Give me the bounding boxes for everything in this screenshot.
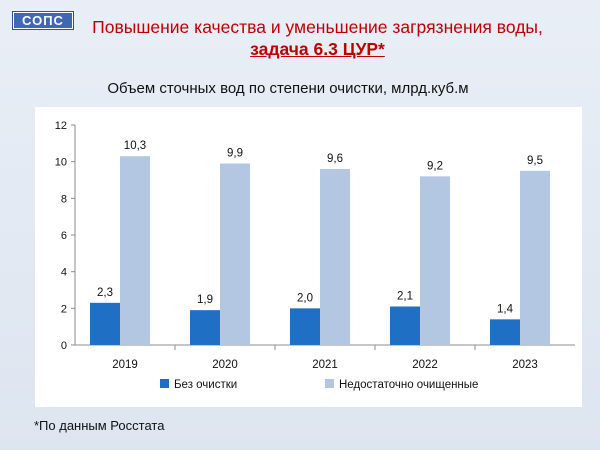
y-tick-label: 10 bbox=[55, 157, 67, 169]
x-tick-label: 2023 bbox=[512, 359, 538, 371]
bar-untreated bbox=[190, 310, 220, 345]
data-label: 1,4 bbox=[497, 303, 514, 315]
bar-untreated bbox=[90, 302, 120, 345]
x-tick-label: 2021 bbox=[312, 359, 338, 371]
data-label: 9,9 bbox=[227, 148, 243, 160]
legend-label: Без очистки bbox=[174, 379, 237, 391]
data-label: 1,9 bbox=[197, 294, 213, 306]
y-tick-label: 2 bbox=[61, 303, 67, 315]
data-label: 10,3 bbox=[124, 140, 146, 152]
bar-insufficiently-treated bbox=[220, 163, 250, 345]
chart-title: Объем сточных вод по степени очистки, мл… bbox=[107, 80, 469, 97]
bar-insufficiently-treated bbox=[320, 169, 350, 345]
y-tick-label: 12 bbox=[55, 120, 67, 132]
bar-untreated bbox=[490, 319, 520, 345]
data-label: 2,3 bbox=[97, 287, 113, 299]
data-label: 9,2 bbox=[427, 160, 443, 172]
y-tick-label: 0 bbox=[61, 340, 67, 352]
y-tick-label: 4 bbox=[61, 267, 67, 279]
legend-label: Недостаточно очищенные bbox=[339, 379, 478, 391]
y-tick-label: 6 bbox=[61, 230, 67, 242]
source-note: *По данным Росстата bbox=[34, 418, 165, 433]
sops-logo: СОПС bbox=[12, 11, 74, 30]
bar-chart: 0 2 4 6 8 10 12 2019 2,3 10,3 2020 1,9 9,9 2021 2,0 9,6… bbox=[55, 120, 575, 391]
bar-untreated bbox=[290, 308, 320, 345]
title-line-2: задача 6.3 ЦУР* bbox=[250, 39, 385, 59]
data-label: 9,6 bbox=[327, 153, 343, 165]
legend-swatch bbox=[325, 379, 334, 388]
x-tick-label: 2022 bbox=[412, 359, 438, 371]
title-line-1: Повышение качества и уменьшение загрязне… bbox=[92, 17, 543, 37]
bar-insufficiently-treated bbox=[120, 156, 150, 345]
y-tick-label: 8 bbox=[61, 193, 67, 205]
slide-title: Повышение качества и уменьшение загрязне… bbox=[70, 16, 565, 60]
data-label: 2,1 bbox=[397, 291, 413, 303]
bar-insufficiently-treated bbox=[420, 176, 450, 345]
x-tick-label: 2019 bbox=[112, 359, 138, 371]
legend-swatch bbox=[160, 379, 169, 388]
bar-untreated bbox=[390, 306, 420, 345]
data-label: 9,5 bbox=[527, 155, 543, 167]
data-label: 2,0 bbox=[297, 292, 313, 304]
x-tick-label: 2020 bbox=[212, 359, 238, 371]
bar-insufficiently-treated bbox=[520, 170, 550, 345]
chart-plot-area: 0 2 4 6 8 10 12 2019 2,3 10,3 2020 1,9 9,9 2021 2,0 9,6… bbox=[35, 107, 582, 407]
